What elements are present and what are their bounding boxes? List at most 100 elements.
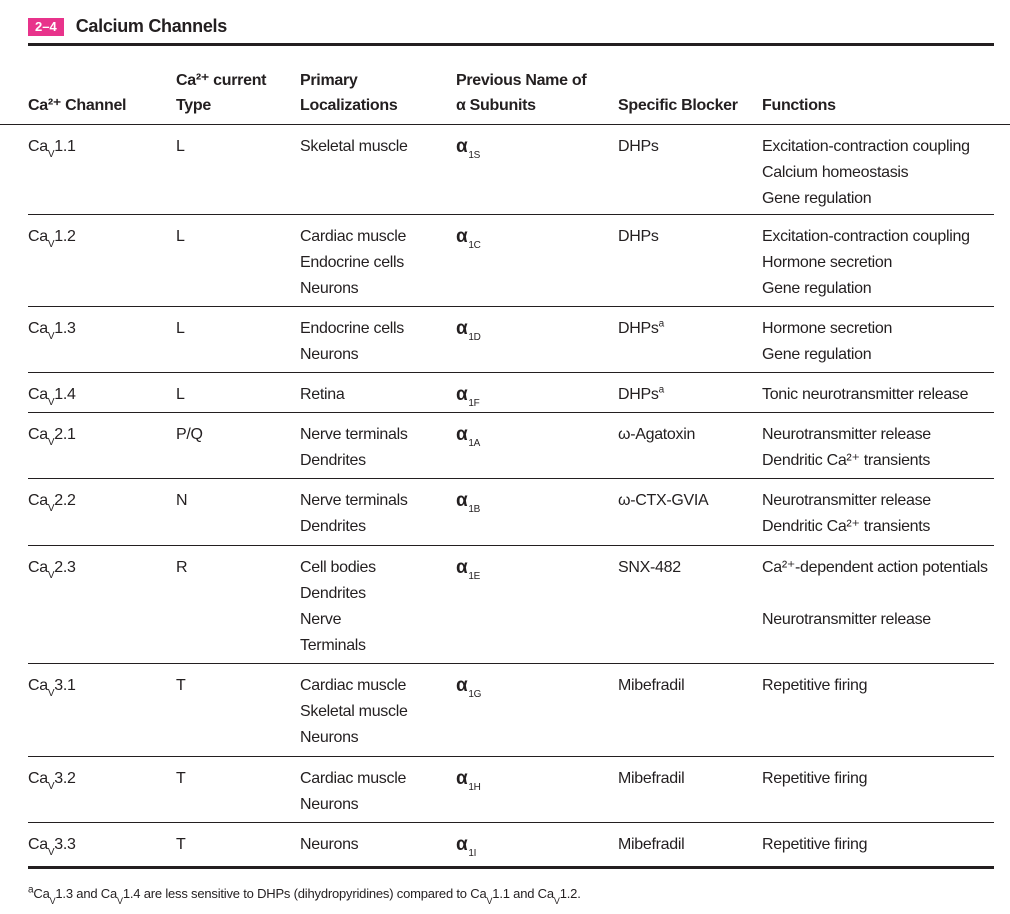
header-functions-label: Functions bbox=[762, 97, 836, 114]
blocker-cell: DHPsa bbox=[618, 316, 664, 342]
alpha-subscript: 1S bbox=[468, 150, 481, 161]
current-type-cell: L bbox=[176, 386, 185, 403]
channel-prefix: Ca bbox=[28, 770, 48, 787]
blocker-cell: SNX-482 bbox=[618, 555, 681, 581]
channel-subscript: V bbox=[47, 503, 55, 514]
footnote-mark: a bbox=[28, 884, 34, 896]
alpha-subscript: 1C bbox=[468, 240, 481, 251]
functions-cell: Repetitive firing bbox=[762, 832, 867, 858]
table-row: CaV3.3 T Neurons α1I Mibefradil Repetitive fi… bbox=[28, 822, 994, 866]
alpha-subscript: 1G bbox=[468, 689, 482, 700]
channel-subscript: V bbox=[47, 688, 55, 699]
alpha-symbol: α bbox=[456, 226, 468, 247]
channel-cell: CaV1.3 bbox=[28, 316, 76, 344]
alpha-subunit-cell: α1I bbox=[456, 832, 476, 861]
channel-subscript: V bbox=[47, 437, 55, 448]
channel-suffix: 2.2 bbox=[54, 492, 76, 509]
table-row: CaV1.4 L Retina α1F DHPsa Tonic neurotransmit… bbox=[28, 372, 994, 413]
blocker-name: SNX-482 bbox=[618, 559, 681, 576]
localization-cell: Nerve terminals Dendrites bbox=[300, 488, 408, 540]
channel-suffix: 1.1 bbox=[54, 138, 76, 155]
current-type-cell: T bbox=[176, 677, 186, 694]
header-channel: Ca²⁺ Channel bbox=[28, 93, 127, 118]
alpha-subunit-cell: α1A bbox=[456, 422, 480, 451]
blocker-cell: Mibefradil bbox=[618, 673, 685, 699]
channel-cell: CaV3.1 bbox=[28, 673, 76, 701]
localization-item: Cardiac muscle bbox=[300, 770, 407, 787]
channel-prefix: Ca bbox=[28, 138, 48, 155]
alpha-symbol: α bbox=[456, 318, 468, 339]
table-row: CaV3.2 T Cardiac muscle Neurons α1H Mibefradi… bbox=[28, 756, 994, 823]
current-type-cell: N bbox=[176, 492, 188, 509]
channel-suffix: 3.1 bbox=[54, 677, 76, 694]
channel-suffix: 2.1 bbox=[54, 426, 76, 443]
channel-prefix: Ca bbox=[28, 677, 48, 694]
alpha-symbol: α bbox=[456, 384, 468, 405]
localization-item: Endocrine cells bbox=[300, 254, 405, 271]
blocker-cell: DHPs bbox=[618, 224, 659, 250]
blocker-name: ω-CTX-GVIA bbox=[618, 492, 709, 509]
alpha-subunit-cell: α1C bbox=[456, 224, 481, 253]
table-title: Calcium Channels bbox=[75, 16, 228, 36]
localization-item: Cell bodies bbox=[300, 559, 376, 576]
alpha-symbol: α bbox=[456, 424, 468, 445]
function-item: Ca²⁺-dependent action potentials bbox=[762, 559, 988, 576]
function-item: Dendritic Ca²⁺ transients bbox=[762, 518, 931, 535]
table-row: CaV1.3 L Endocrine cells Neurons α1D DHPsa Hor… bbox=[28, 306, 994, 373]
channel-subscript: V bbox=[47, 331, 55, 342]
header-blocker-label: Specific Blocker bbox=[618, 97, 738, 114]
header-current-type-line2: Type bbox=[176, 97, 211, 114]
localization-cell: Nerve terminals Dendrites bbox=[300, 422, 408, 474]
table-row: CaV2.2 N Nerve terminals Dendrites α1B ω-CTX-… bbox=[28, 478, 994, 546]
functions-cell: Excitation-contraction coupling Calcium h… bbox=[762, 134, 970, 212]
alpha-subscript: 1I bbox=[468, 848, 477, 859]
alpha-symbol: α bbox=[456, 675, 468, 696]
channel-prefix: Ca bbox=[28, 836, 48, 853]
function-item: Dendritic Ca²⁺ transients bbox=[762, 452, 931, 469]
table-row: CaV1.2 L Cardiac muscle Endocrine cells Neur… bbox=[28, 214, 994, 307]
channel-suffix: 1.2 bbox=[54, 228, 76, 245]
blocker-name: DHPs bbox=[618, 320, 659, 337]
localization-item: Skeletal muscle bbox=[300, 138, 408, 155]
channel-prefix: Ca bbox=[28, 426, 48, 443]
alpha-subscript: 1D bbox=[468, 332, 481, 343]
alpha-subunit-cell: α1S bbox=[456, 134, 480, 163]
alpha-subscript: 1A bbox=[468, 438, 481, 449]
channel-prefix: Ca bbox=[28, 228, 48, 245]
header-localization-line1: Primary bbox=[300, 72, 358, 89]
table-row: CaV3.1 T Cardiac muscle Skeletal muscle Neur… bbox=[28, 663, 994, 757]
table-row: CaV2.1 P/Q Nerve terminals Dendrites α1A ω-Ag… bbox=[28, 412, 994, 479]
function-item bbox=[762, 581, 988, 607]
channel-prefix: Ca bbox=[28, 386, 48, 403]
header-localization-line2: Localizations bbox=[300, 97, 398, 114]
alpha-subunit-cell: α1H bbox=[456, 766, 481, 795]
channel-subscript: V bbox=[47, 239, 55, 250]
functions-cell: Excitation-contraction coupling Hormone s… bbox=[762, 224, 970, 302]
header-current-type-line1: Ca²⁺ current bbox=[176, 72, 267, 89]
table-header: Ca²⁺ Channel Ca²⁺ current Type Primary L… bbox=[0, 68, 1010, 125]
header-channel-label: Ca²⁺ Channel bbox=[28, 97, 127, 114]
table-row: CaV2.3 R Cell bodies Dendrites Nerve Terminal… bbox=[28, 545, 994, 664]
localization-item: Cardiac muscle bbox=[300, 228, 407, 245]
alpha-symbol: α bbox=[456, 834, 468, 855]
localization-item: Neurons bbox=[300, 346, 359, 363]
header-previous-name-line2: α Subunits bbox=[456, 97, 536, 114]
alpha-symbol: α bbox=[456, 490, 468, 511]
current-type-cell: P/Q bbox=[176, 426, 203, 443]
functions-cell: Hormone secretion Gene regulation bbox=[762, 316, 892, 368]
channel-subscript: V bbox=[47, 397, 55, 408]
blocker-cell: Mibefradil bbox=[618, 766, 685, 792]
channel-subscript: V bbox=[47, 781, 55, 792]
channel-cell: CaV1.1 bbox=[28, 134, 76, 162]
blocker-name: DHPs bbox=[618, 386, 659, 403]
footnote-subscript: V bbox=[49, 896, 56, 906]
localization-item: Nerve bbox=[300, 611, 342, 628]
localization-cell: Skeletal muscle bbox=[300, 134, 408, 160]
channel-cell: CaV1.4 bbox=[28, 382, 76, 410]
blocker-cell: Mibefradil bbox=[618, 832, 685, 858]
localization-cell: Neurons bbox=[300, 832, 359, 858]
localization-item: Neurons bbox=[300, 729, 359, 746]
table-number-badge: 2–4 bbox=[28, 17, 64, 36]
header-previous-name: Previous Name of α Subunits bbox=[456, 68, 587, 118]
footnote-text: CaV1.3 and CaV1.4 are less sensitive to … bbox=[33, 886, 581, 906]
